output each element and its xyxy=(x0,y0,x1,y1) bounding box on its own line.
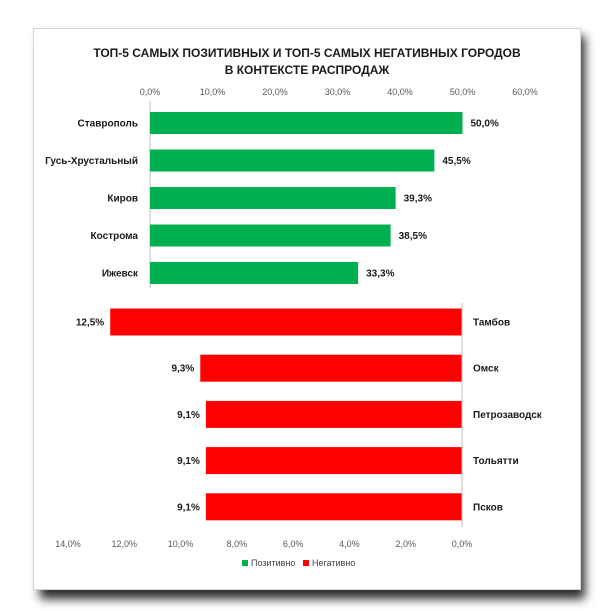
negative-category-label: Псков xyxy=(473,502,503,513)
negative-category-label: Омск xyxy=(473,364,500,375)
positive-tick-label: 60,0% xyxy=(512,87,538,97)
negative-bar xyxy=(110,308,462,336)
positive-bar xyxy=(150,149,435,172)
negative-tick-label: 12,0% xyxy=(112,539,138,549)
negative-tick-label: 4,0% xyxy=(339,539,360,549)
negative-category-label: Петрозаводск xyxy=(473,410,543,421)
positive-category-label: Ставрополь xyxy=(78,119,138,130)
positive-category-label: Кострома xyxy=(91,231,139,242)
negative-bars: Тамбов 12,5% Омск 9,3% Петрозаводск 9,1% Толья… xyxy=(76,308,543,521)
negative-value-label: 9,3% xyxy=(171,364,194,375)
positive-category-label: Киров xyxy=(107,194,138,205)
negative-value-label: 9,1% xyxy=(177,456,200,467)
positive-bars: Ставрополь 50,0% Гусь-Хрустальный 45,5% Киро… xyxy=(45,112,499,284)
negative-bar xyxy=(205,447,462,475)
negative-value-label: 12,5% xyxy=(76,318,104,329)
negative-category-label: Тамбов xyxy=(473,317,510,329)
negative-tick-label: 2,0% xyxy=(395,539,416,549)
negative-value-label: 9,1% xyxy=(177,410,200,421)
positive-bar xyxy=(150,262,359,284)
legend: Позитивно Негативно xyxy=(242,558,355,568)
positive-value-label: 38,5% xyxy=(399,231,427,242)
positive-value-label: 39,3% xyxy=(404,194,432,205)
negative-bar xyxy=(205,493,462,521)
legend-label: Негативно xyxy=(312,558,355,568)
positive-tick-label: 0,0% xyxy=(140,87,161,97)
legend-swatch xyxy=(303,560,309,566)
positive-value-label: 33,3% xyxy=(366,269,394,280)
negative-category-label: Тольятти xyxy=(473,456,519,467)
negative-tick-label: 10,0% xyxy=(168,539,194,549)
positive-category-label: Гусь-Хрустальный xyxy=(45,156,138,167)
positive-bar xyxy=(150,112,463,134)
positive-tick-label: 10,0% xyxy=(200,87,226,97)
chart-title-line-2: В КОНТЕКСТЕ РАСПРОДАЖ xyxy=(224,63,390,77)
negative-tick-label: 8,0% xyxy=(227,539,248,549)
positive-tick-label: 20,0% xyxy=(262,87,288,97)
positive-tick-label: 40,0% xyxy=(387,87,413,97)
negative-bar xyxy=(200,354,462,382)
negative-value-label: 9,1% xyxy=(177,502,200,513)
positive-value-label: 50,0% xyxy=(471,119,499,130)
positive-bar xyxy=(150,187,396,209)
positive-bar xyxy=(150,224,391,247)
chart-title-line-1: ТОП-5 САМЫХ ПОЗИТИВНЫХ И ТОП-5 САМЫХ НЕГ… xyxy=(93,46,521,60)
negative-axis: 14,0% 12,0% 10,0% 8,0% 6,0% 4,0% 2,0% 0,0% xyxy=(55,303,472,549)
positive-category-label: Ижевск xyxy=(102,269,139,280)
negative-bar xyxy=(205,400,462,428)
negative-tick-label: 14,0% xyxy=(55,539,81,549)
positive-value-label: 45,5% xyxy=(442,156,470,167)
negative-tick-label: 0,0% xyxy=(452,539,473,549)
legend-label: Позитивно xyxy=(251,558,295,568)
positive-tick-label: 30,0% xyxy=(325,87,351,97)
legend-swatch xyxy=(242,560,248,566)
positive-tick-label: 50,0% xyxy=(450,87,476,97)
negative-tick-label: 6,0% xyxy=(283,539,304,549)
